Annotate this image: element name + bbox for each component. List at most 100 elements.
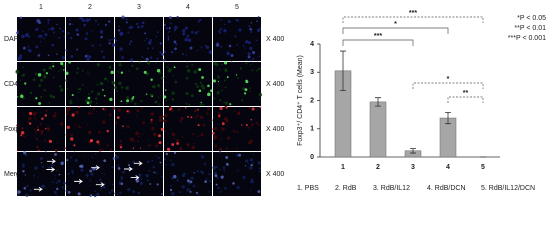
cell-signal — [249, 166, 253, 170]
cell-signal — [227, 20, 231, 24]
cell-signal — [48, 139, 53, 144]
cell-signal — [136, 22, 139, 26]
cell-signal — [196, 85, 200, 89]
cell-signal — [102, 55, 106, 59]
cell-signal — [185, 76, 189, 80]
cell-signal — [16, 149, 19, 152]
cell-signal — [23, 186, 27, 190]
arrow — [46, 167, 56, 172]
cell-signal — [71, 94, 74, 97]
cell-signal — [160, 127, 164, 131]
cell-signal — [214, 127, 218, 131]
cell-signal — [216, 75, 220, 79]
cell-signal — [157, 156, 161, 160]
cell-signal — [207, 92, 211, 97]
cell-signal — [88, 112, 91, 115]
cell-signal — [71, 169, 74, 173]
cell-signal — [59, 122, 64, 126]
cell-signal — [139, 182, 143, 186]
cell-signal — [116, 90, 119, 93]
cell-signal — [203, 162, 206, 165]
cell-signal — [154, 171, 157, 175]
cell-signal — [44, 140, 47, 142]
cell-signal — [187, 182, 191, 185]
cell-signal — [173, 151, 177, 154]
cell-signal — [55, 169, 58, 172]
cell-signal — [109, 97, 113, 102]
cell-signal — [35, 137, 39, 141]
cell-signal — [208, 50, 213, 54]
cell-signal — [116, 193, 119, 196]
cell-signal — [161, 193, 163, 195]
cell-signal — [248, 25, 251, 28]
cell-signal — [114, 43, 116, 45]
cell-signal — [57, 141, 59, 144]
cell-signal — [256, 28, 261, 33]
cell-signal — [252, 162, 255, 164]
cell-signal — [163, 24, 166, 26]
cell-signal — [56, 53, 58, 55]
cell-signal — [226, 76, 229, 79]
cell-signal — [174, 25, 178, 30]
cell-signal — [94, 190, 96, 192]
cell-signal — [137, 25, 140, 29]
cell-signal — [74, 159, 78, 163]
cell-signal — [252, 57, 255, 61]
cell-signal — [242, 108, 244, 110]
arrow — [33, 186, 43, 192]
cell-signal — [43, 74, 46, 76]
cell-signal — [37, 35, 40, 38]
cell-signal — [26, 184, 29, 188]
cell-signal — [26, 120, 29, 123]
cell-signal — [126, 125, 130, 129]
cell-signal — [139, 147, 142, 149]
cell-signal — [171, 98, 175, 101]
cell-signal — [52, 62, 55, 65]
cell-signal — [216, 176, 219, 180]
cell-signal — [25, 193, 29, 197]
cell-signal — [239, 67, 243, 70]
cell-signal — [110, 70, 114, 75]
cell-signal — [138, 61, 141, 64]
cell-signal — [39, 40, 42, 43]
cell-signal — [141, 106, 144, 109]
cell-signal — [70, 137, 74, 141]
cell-signal — [127, 187, 131, 192]
cell-signal — [166, 147, 171, 151]
cell-signal — [169, 159, 172, 162]
cell-signal — [219, 27, 223, 31]
cell-signal — [215, 62, 219, 67]
cell-signal — [58, 36, 61, 39]
cell-signal — [247, 55, 251, 59]
cell-signal — [37, 149, 40, 152]
cell-signal — [55, 181, 58, 184]
group-legend: 5. RdB/IL12/DCN — [481, 185, 535, 192]
cell-signal — [89, 104, 92, 107]
cell-signal — [92, 107, 96, 110]
cell-signal — [233, 110, 236, 112]
cell-signal — [23, 135, 26, 138]
cell-signal — [42, 30, 45, 33]
cell-signal — [75, 28, 79, 32]
cell-signal — [219, 69, 222, 71]
cell-signal — [249, 139, 253, 143]
cell-signal — [146, 37, 148, 40]
cell-signal — [70, 36, 73, 40]
cell-signal — [256, 20, 258, 23]
cell-signal — [111, 166, 114, 169]
cell-signal — [24, 153, 28, 157]
cell-signal — [193, 70, 197, 74]
cell-signal — [200, 84, 205, 88]
cell-signal — [86, 57, 90, 62]
significance-label: ** — [463, 90, 469, 97]
cell-signal — [217, 186, 220, 190]
cell-signal — [112, 45, 115, 47]
significance-bracket — [447, 96, 484, 103]
cell-signal — [97, 23, 100, 26]
column-label: 5 — [235, 4, 239, 11]
cell-signal — [86, 101, 90, 105]
cell-signal — [47, 22, 50, 24]
cell-signal — [128, 26, 132, 29]
cell-signal — [45, 109, 48, 112]
cell-signal — [181, 173, 186, 178]
